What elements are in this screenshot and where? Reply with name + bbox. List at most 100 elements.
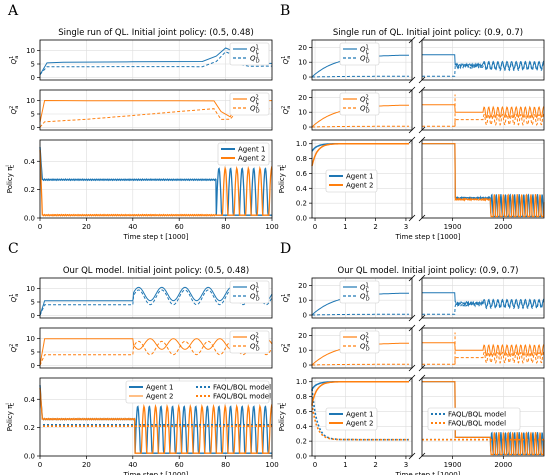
x-tick-label: 80 xyxy=(221,461,230,469)
subplot-1: 0 5 10 Q1a Q1 CQ1 D xyxy=(9,278,272,320)
x-tick-label: 80 xyxy=(221,223,230,231)
y-tick-label: 5 xyxy=(31,349,35,357)
panel-a: ASingle run of QL. Initial joint policy:… xyxy=(5,3,279,241)
x-tick-label: 1900 xyxy=(444,461,462,469)
x-tick-label: 2000 xyxy=(494,461,512,469)
y-tick-label: 5 xyxy=(31,61,35,69)
x-tick-label: 60 xyxy=(175,461,184,469)
legend-label: Agent 2 xyxy=(238,155,265,163)
panel-title: Single run of QL. Initial joint policy: … xyxy=(333,28,523,38)
axes-frame-right xyxy=(422,278,544,318)
panel-c: C Our QL model. Initial joint policy: (0.… xyxy=(5,241,279,475)
y-tick-label: 20 xyxy=(298,282,307,290)
x-tick-label: 40 xyxy=(128,461,137,469)
y-tick-label: 0.6 xyxy=(296,170,308,178)
x-tick-label: 2 xyxy=(373,223,377,231)
legend-label: Agent 2 xyxy=(346,420,373,428)
x-tick-label: 40 xyxy=(128,223,137,231)
y-tick-label: 0.4 xyxy=(24,396,36,404)
y-tick-label: 0.0 xyxy=(24,215,35,223)
series-line xyxy=(422,144,544,217)
y-tick-label: 0.4 xyxy=(24,158,36,166)
y-tick-label: 0 xyxy=(31,74,35,82)
y-tick-label: 0 xyxy=(303,74,307,82)
legend-label: Agent 1 xyxy=(346,173,373,181)
x-tick-label: 3 xyxy=(404,461,408,469)
y-tick-label: 0.2 xyxy=(296,438,307,446)
x-axis-label: Time step t [1000] xyxy=(395,233,461,241)
y-axis-label: Policy πiC xyxy=(277,164,288,193)
series-line xyxy=(422,63,544,76)
x-axis-label: Time step t [1000] xyxy=(123,471,189,475)
series-line xyxy=(422,343,544,356)
x-tick-label: 100 xyxy=(265,223,278,231)
legend-label: Agent 2 xyxy=(146,393,173,401)
axes-frame-right xyxy=(422,40,544,80)
subplot-3: 0.0 0.2 0.4 0.6 0.8 1.0 Policy πiC Agent 1Agent… xyxy=(277,137,544,223)
legend-label: FAQL/BQL model xyxy=(448,411,506,419)
series-line xyxy=(422,105,544,118)
y-tick-label: 5 xyxy=(31,299,35,307)
y-tick-label: 0 xyxy=(303,312,307,320)
y-tick-label: 10 xyxy=(26,285,35,293)
y-tick-label: 10 xyxy=(26,47,35,55)
y-axis-label: Q2a xyxy=(281,106,292,115)
legend-label: Agent 2 xyxy=(346,182,373,190)
y-axis-label: Q1a xyxy=(9,56,20,65)
series-line xyxy=(312,382,409,404)
y-tick-label: 0 xyxy=(31,362,35,370)
series-line xyxy=(312,144,409,166)
subplot-2: 0 5 10 Q2a Q2 CQ2 D xyxy=(9,90,272,132)
panel-letter: B xyxy=(280,3,290,19)
panel-d: D Our QL model. Initial joint policy: (0.… xyxy=(277,241,544,475)
y-axis-label: Policy πiC xyxy=(5,402,16,431)
y-tick-label: 0 xyxy=(31,124,35,132)
y-tick-label: 1.0 xyxy=(296,378,307,386)
y-tick-label: 0 xyxy=(303,124,307,132)
y-tick-label: 10 xyxy=(298,297,307,305)
panel-title: Our QL model. Initial joint policy: (0.5… xyxy=(63,266,249,276)
x-tick-label: 0 xyxy=(313,223,317,231)
subplot-1: 0 5 10 Q1a Q1 CQ1 D xyxy=(9,40,272,82)
y-axis-label: Q2a xyxy=(9,344,20,353)
series-line xyxy=(422,114,544,126)
panel-title: Our QL model. Initial joint policy: (0.9… xyxy=(338,266,519,276)
legend-label: FAQL/BQL model xyxy=(448,420,506,428)
y-tick-label: 10 xyxy=(26,97,35,105)
subplot-2: 01020Q2aQ2 CQ2 D xyxy=(281,325,544,371)
x-tick-label: 20 xyxy=(82,223,91,231)
subplot-3: 0.0 0.2 0.4 0.6 0.8 1.0 Policy πiC Agent 1Agent… xyxy=(277,375,544,461)
y-tick-label: 20 xyxy=(298,44,307,52)
subplot-3: 0.0 0.2 0.4 Policy πiC Agent 1Agent 2 FAQL/BQ… xyxy=(5,378,272,461)
series-line xyxy=(422,301,544,314)
subplot-3: 0.00.20.4Policy πiCAgent 1Agent 2 xyxy=(5,140,272,223)
subplot-2: 01020Q2aQ2 CQ2 D xyxy=(281,87,544,133)
legend-label: FAQL/BQL model xyxy=(213,384,271,392)
subplot-2: 0 5 10 Q2a Q2 CQ2 D xyxy=(9,328,272,370)
x-tick-label: 1900 xyxy=(444,223,462,231)
y-tick-label: 0.0 xyxy=(296,453,307,461)
y-tick-label: 0.2 xyxy=(296,200,307,208)
y-tick-label: 0 xyxy=(31,312,35,320)
y-tick-label: 0.4 xyxy=(296,423,308,431)
y-tick-label: 20 xyxy=(298,332,307,340)
y-tick-label: 10 xyxy=(26,335,35,343)
y-tick-label: 1.0 xyxy=(296,140,307,148)
y-tick-label: 10 xyxy=(298,109,307,117)
y-axis-label: Policy πiC xyxy=(277,402,288,431)
legend-label: FAQL/BQL model xyxy=(213,393,271,401)
x-axis-label: Time step t [1000] xyxy=(123,233,189,241)
x-tick-label: 0 xyxy=(313,461,317,469)
panel-letter: C xyxy=(8,241,19,257)
x-tick-label: 100 xyxy=(265,461,278,469)
y-tick-label: 0.2 xyxy=(24,186,35,194)
y-tick-label: 0.8 xyxy=(296,393,307,401)
y-tick-label: 20 xyxy=(298,94,307,102)
y-tick-label: 5 xyxy=(31,111,35,119)
y-tick-label: 0.0 xyxy=(296,215,307,223)
y-axis-label: Q1a xyxy=(9,294,20,303)
panel-title: Single run of QL. Initial joint policy: … xyxy=(58,28,254,38)
x-axis-label: Time step t [1000] xyxy=(395,471,461,475)
legend-label: Agent 1 xyxy=(346,411,373,419)
